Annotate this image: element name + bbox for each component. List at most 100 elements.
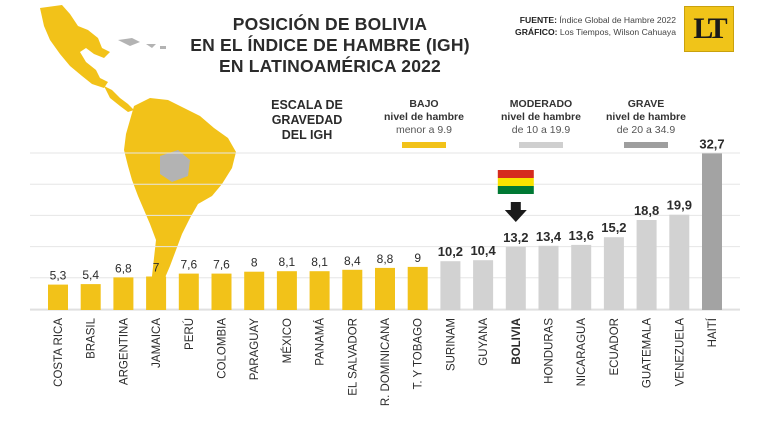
value-label: 19,9 xyxy=(667,198,692,213)
bar xyxy=(505,246,526,310)
category-label: BOLIVIA xyxy=(511,318,523,365)
legend-level: MODERADO xyxy=(509,98,573,110)
value-label: 7 xyxy=(153,261,160,275)
source-credits: FUENTE: Índice Global de Hambre 2022 GRÁ… xyxy=(506,14,676,38)
value-label: 32,7 xyxy=(699,136,724,151)
category-label: SURINAM xyxy=(445,318,457,371)
flag-stripe-green xyxy=(497,186,534,194)
map-caribbean-islands xyxy=(118,38,166,49)
value-label: 10,4 xyxy=(470,243,496,258)
map-bolivia-region xyxy=(160,150,190,182)
graphic-label: GRÁFICO: xyxy=(515,27,558,37)
legend-range: de 20 a 34.9 xyxy=(616,124,676,136)
category-label: COSTA RICA xyxy=(53,318,65,387)
bar xyxy=(146,276,167,310)
legend-swatch xyxy=(402,142,446,148)
value-label: 8,1 xyxy=(311,255,328,269)
value-label: 7,6 xyxy=(180,258,197,272)
value-label: 10,2 xyxy=(438,244,463,259)
bar xyxy=(48,284,68,310)
latin-america-map xyxy=(40,5,236,290)
category-label: GUYANA xyxy=(478,318,490,366)
value-label: 5,3 xyxy=(50,269,67,283)
legend-swatch xyxy=(624,142,668,148)
legend-level: GRAVE xyxy=(627,98,665,110)
bar xyxy=(309,271,330,310)
bar xyxy=(276,271,297,310)
down-arrow-icon xyxy=(504,202,527,222)
map-central-america xyxy=(104,86,134,112)
legend-swatch xyxy=(519,142,563,148)
legend-item-grave: GRAVE nivel de hambre de 20 a 34.9 xyxy=(586,98,706,148)
category-label: HAITÍ xyxy=(706,317,719,347)
bar xyxy=(407,266,428,310)
source-value: Índice Global de Hambre 2022 xyxy=(559,15,676,25)
title-line: EN LATINOAMÉRICA 2022 xyxy=(218,56,441,76)
los-tiempos-logo: LT xyxy=(684,6,734,52)
chart-value-labels: 5,3 5,4 6,8 7 7,6 7,6 8 8,1 8,1 8,4 8,8 9 10,2 10,4 13… xyxy=(50,136,725,282)
legend-range: menor a 9.9 xyxy=(395,124,453,136)
bar xyxy=(375,267,395,310)
graphic-value: Los Tiempos, Wilson Cahuaya xyxy=(559,27,676,37)
flag-stripe-red xyxy=(497,170,534,178)
bar xyxy=(440,261,461,310)
category-label: T. Y TOBAGO xyxy=(413,318,425,389)
category-label: NICARAGUA xyxy=(576,318,588,387)
category-label: VENEZUELA xyxy=(674,318,686,387)
value-label: 13,4 xyxy=(536,229,562,244)
bar xyxy=(571,244,592,310)
bar xyxy=(211,273,232,310)
value-label: 13,6 xyxy=(569,228,594,243)
chart-bars xyxy=(48,153,722,310)
bar xyxy=(342,269,363,310)
value-label: 8 xyxy=(251,256,258,270)
chart-category-labels: COSTA RICA BRASIL ARGENTINA JAMAICA PERÚ COLO… xyxy=(53,317,719,406)
legend-item-moderado: MODERADO nivel de hambre de 10 a 19.9 xyxy=(481,98,601,148)
value-label: 8,4 xyxy=(344,254,361,268)
map-south-america xyxy=(124,98,236,290)
legend-range: de 10 a 19.9 xyxy=(511,124,571,136)
bolivia-marker xyxy=(497,170,534,222)
bar xyxy=(473,260,494,310)
legend-title: ESCALA DE GRAVEDAD DEL IGH xyxy=(271,98,343,142)
category-label: ARGENTINA xyxy=(118,318,130,385)
value-label: 5,4 xyxy=(82,268,99,282)
value-label: 6,8 xyxy=(115,261,132,275)
map-mexico xyxy=(40,5,110,88)
category-label: PANAMÁ xyxy=(314,318,327,366)
title-line: POSICIÓN DE BOLIVIA xyxy=(232,14,428,34)
legend-subtitle: nivel de hambre xyxy=(501,111,581,123)
legend-subtitle: nivel de hambre xyxy=(384,111,464,123)
value-label: 15,2 xyxy=(601,220,626,235)
flag-stripe-yellow xyxy=(497,178,534,186)
legend-subtitle: nivel de hambre xyxy=(606,111,686,123)
category-label: JAMAICA xyxy=(151,318,163,368)
value-label: 9 xyxy=(414,251,421,265)
category-label: GUATEMALA xyxy=(642,318,654,388)
category-label: R. DOMINICANA xyxy=(380,318,392,407)
legend-level: BAJO xyxy=(409,98,439,110)
bar xyxy=(702,153,722,310)
bar xyxy=(669,214,690,310)
page-title: POSICIÓN DE BOLIVIA EN EL ÍNDICE DE HAMB… xyxy=(150,14,510,77)
bar xyxy=(603,237,624,310)
source-line: FUENTE: Índice Global de Hambre 2022 xyxy=(506,14,676,26)
category-label: MÉXICO xyxy=(281,318,294,363)
source-label: FUENTE: xyxy=(519,15,558,25)
value-label: 18,8 xyxy=(634,203,659,218)
category-label: HONDURAS xyxy=(544,318,556,384)
value-label: 7,6 xyxy=(213,258,230,272)
category-label: ECUADOR xyxy=(609,318,621,376)
category-label: COLOMBIA xyxy=(217,318,229,379)
bar xyxy=(636,220,657,310)
category-label: EL SALVADOR xyxy=(347,318,359,396)
bar xyxy=(178,273,199,310)
value-label: 8,1 xyxy=(279,255,296,269)
value-label: 8,8 xyxy=(377,252,394,266)
category-label: PERÚ xyxy=(183,318,196,350)
category-label: PARAGUAY xyxy=(249,318,261,381)
bar xyxy=(538,245,559,310)
graphic-line: GRÁFICO: Los Tiempos, Wilson Cahuaya xyxy=(506,26,676,38)
bar xyxy=(244,271,265,310)
